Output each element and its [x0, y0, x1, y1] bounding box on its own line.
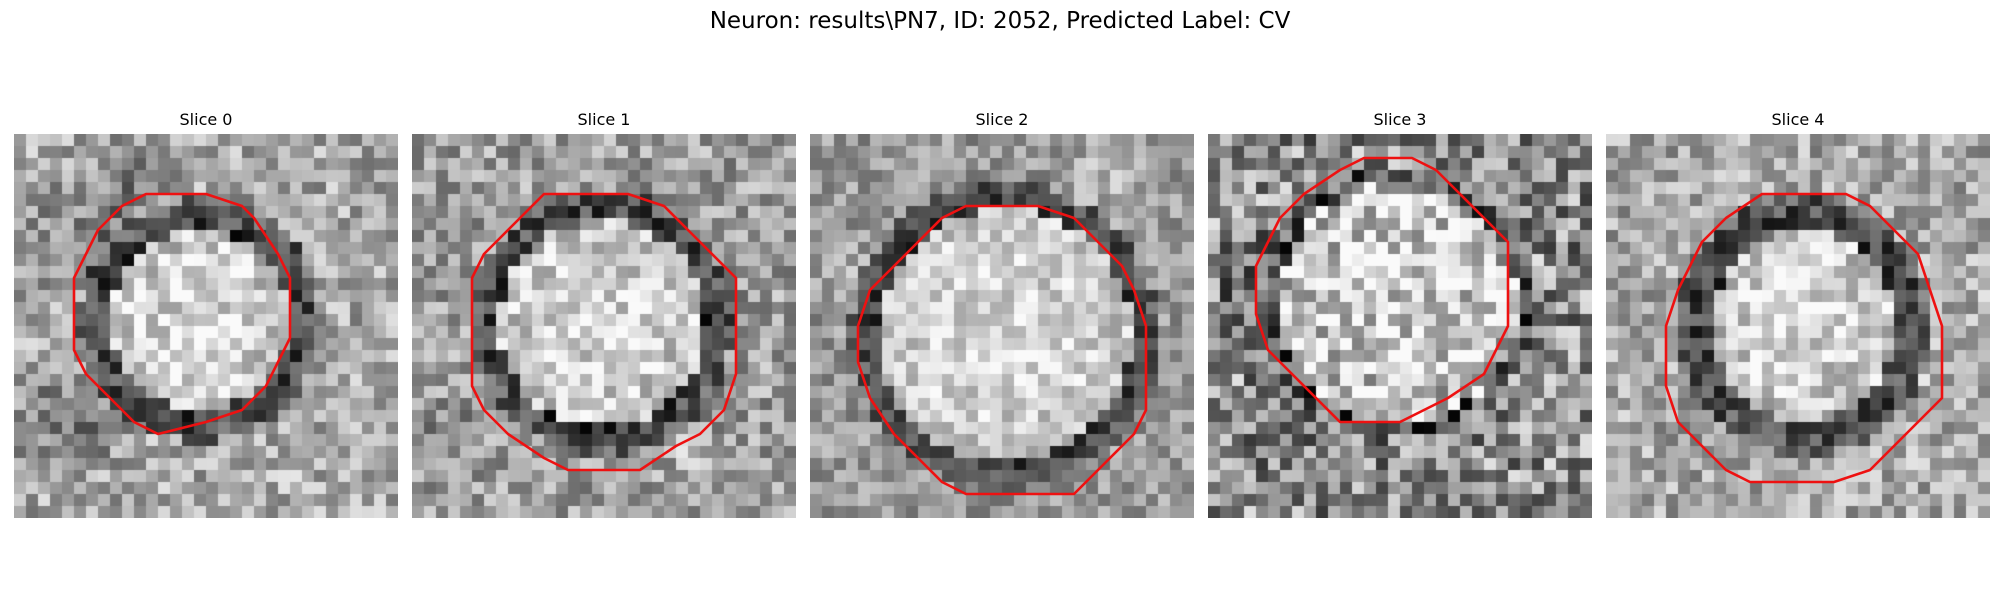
slice-image-2 [810, 134, 1194, 518]
slice-title-3: Slice 3 [1373, 110, 1427, 129]
slice-title-0: Slice 0 [179, 110, 233, 129]
contour-polygon-2 [856, 204, 1148, 496]
slice-2-contour [856, 204, 1148, 496]
contour-polygon-3 [1254, 156, 1510, 424]
contour-polygon-1 [470, 192, 738, 472]
contour-polygon-4 [1664, 192, 1944, 484]
slice-image-4 [1606, 134, 1990, 518]
slice-title-2: Slice 2 [975, 110, 1029, 129]
contour-polygon-0 [72, 192, 292, 436]
slice-0-contour [72, 192, 292, 436]
slice-title-4: Slice 4 [1771, 110, 1825, 129]
slice-image-0 [14, 134, 398, 518]
slice-2-micrograph [810, 134, 1194, 518]
slice-title-1: Slice 1 [577, 110, 631, 129]
slice-4-micrograph [1606, 134, 1990, 518]
slice-1-micrograph [412, 134, 796, 518]
slice-3-micrograph [1208, 134, 1592, 518]
figure-suptitle: Neuron: results\PN7, ID: 2052, Predicted… [709, 8, 1291, 34]
slice-image-3 [1208, 134, 1592, 518]
slice-3-contour [1254, 156, 1510, 424]
slice-1-contour [470, 192, 738, 472]
slice-image-1 [412, 134, 796, 518]
slice-0-micrograph [14, 134, 398, 518]
slice-4-contour [1664, 192, 1944, 484]
